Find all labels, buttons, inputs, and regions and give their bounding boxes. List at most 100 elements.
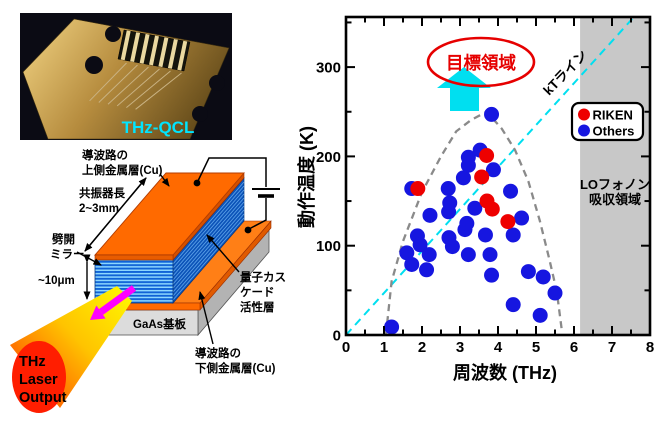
point-others xyxy=(422,207,438,223)
resonator-length-arrow xyxy=(84,177,147,252)
svg-text:活性層: 活性層 xyxy=(240,300,275,314)
active-layer-label: 量子カス xyxy=(240,270,286,284)
y-tick-label: 300 xyxy=(316,60,341,77)
beam-spot xyxy=(12,341,66,413)
point-others xyxy=(440,181,456,197)
point-others xyxy=(455,170,471,186)
point-others xyxy=(442,195,458,211)
x-tick-label: 1 xyxy=(380,339,388,356)
mirror-label: 劈開 xyxy=(51,232,75,246)
photo-caption: THz-QCL xyxy=(122,118,195,137)
x-tick-label: 3 xyxy=(456,339,464,356)
point-others xyxy=(444,239,460,255)
point-others xyxy=(421,247,437,263)
svg-text:ケード: ケード xyxy=(240,286,275,299)
chip-photo: THz-QCL xyxy=(20,13,232,140)
y-tick-label: 100 xyxy=(316,238,341,255)
point-others xyxy=(505,297,521,313)
thz-output-label: THz Laser Output xyxy=(19,354,67,406)
point-riken xyxy=(410,181,426,197)
svg-text:THz: THz xyxy=(19,354,46,370)
substrate-label: GaAs基板 xyxy=(133,317,187,331)
up-arrow-icon xyxy=(437,67,491,111)
active-layer-arrow xyxy=(206,234,240,273)
top-metal-arrow xyxy=(159,173,170,187)
point-others xyxy=(384,319,400,335)
point-others xyxy=(477,227,493,243)
svg-text:2~3mm: 2~3mm xyxy=(79,203,119,215)
laser-ridges xyxy=(120,30,188,71)
axis-tick-labels: 0 1 2 3 4 5 6 7 8 0 100 200 300 xyxy=(316,60,654,356)
point-others xyxy=(482,247,498,263)
point-others xyxy=(484,106,500,122)
emission-arrow xyxy=(90,285,137,320)
contact-dot-bottom xyxy=(244,226,252,234)
point-others xyxy=(535,269,551,285)
point-others xyxy=(459,215,475,231)
point-others xyxy=(484,267,500,283)
x-tick-label: 0 xyxy=(342,339,350,356)
lo-region-label: LOフォノン xyxy=(580,177,650,192)
point-others xyxy=(460,157,476,173)
point-others xyxy=(460,247,476,263)
x-tick-label: 8 xyxy=(646,339,654,356)
bond-wires xyxy=(89,62,182,110)
point-others xyxy=(467,200,483,216)
point-others xyxy=(485,162,501,178)
y-tick-label: 200 xyxy=(316,149,341,166)
lo-phonon-region xyxy=(580,17,650,335)
plot-frame xyxy=(344,15,652,337)
mount-hole xyxy=(209,75,225,91)
point-others xyxy=(399,245,415,261)
x-axis-title: 周波数 (THz) xyxy=(453,362,557,383)
mount-hole xyxy=(192,106,208,122)
top-metal-label: 導波路の xyxy=(82,148,128,162)
emission-arrowhead-icon xyxy=(90,305,106,320)
point-others xyxy=(532,307,548,323)
point-others xyxy=(520,264,536,280)
point-others xyxy=(503,183,519,199)
point-riken xyxy=(500,214,516,230)
svg-text:Output: Output xyxy=(19,390,67,406)
x-tick-label: 2 xyxy=(418,339,426,356)
legend-label-riken: RIKEN xyxy=(593,108,633,123)
y-tick-label: 0 xyxy=(333,328,341,345)
thickness-label: ~10μm xyxy=(38,275,75,287)
x-tick-label: 7 xyxy=(608,339,616,356)
bottom-metal-label: 導波路の xyxy=(195,346,241,360)
kt-line xyxy=(345,16,635,336)
mount-hole xyxy=(85,56,103,74)
svg-text:上側金属層(Cu): 上側金属層(Cu) xyxy=(82,163,163,177)
target-label: 目標領域 xyxy=(446,53,516,73)
point-others xyxy=(412,237,428,253)
svg-text:吸収領域: 吸収領域 xyxy=(589,192,641,207)
point-others xyxy=(514,210,530,226)
x-tick-label: 4 xyxy=(494,339,503,356)
qcl-schematic: THz Laser Output 導波路の 上側金属層(Cu) 共振器長 2~3… xyxy=(10,148,286,413)
resonator-label: 共振器長 xyxy=(79,186,125,200)
svg-text:下側金属層(Cu): 下側金属層(Cu) xyxy=(195,361,276,375)
x-tick-label: 6 xyxy=(570,339,578,356)
data-points xyxy=(384,106,563,335)
point-others xyxy=(404,256,420,272)
point-others xyxy=(547,285,563,301)
upper-metal-front xyxy=(94,254,174,261)
legend: RIKEN Others xyxy=(570,101,645,142)
schematic-labels: 導波路の 上側金属層(Cu) 共振器長 2~3mm 劈開 ミラー ~10μm 量… xyxy=(38,148,286,375)
legend-dot-riken xyxy=(578,108,590,121)
point-riken xyxy=(479,148,495,164)
bias-circuit xyxy=(193,157,280,234)
svg-text:ミラー: ミラー xyxy=(50,248,85,261)
x-tick-label: 5 xyxy=(532,339,540,356)
target-ellipse xyxy=(426,36,536,88)
point-others xyxy=(505,227,521,243)
point-others xyxy=(419,262,435,278)
svg-text:Laser: Laser xyxy=(19,372,58,388)
y-axis-title: 動作温度 (K) xyxy=(296,126,317,228)
point-riken xyxy=(474,169,490,185)
legend-label-others: Others xyxy=(593,124,635,139)
legend-dot-others xyxy=(578,124,590,137)
mount-hole xyxy=(105,26,121,42)
